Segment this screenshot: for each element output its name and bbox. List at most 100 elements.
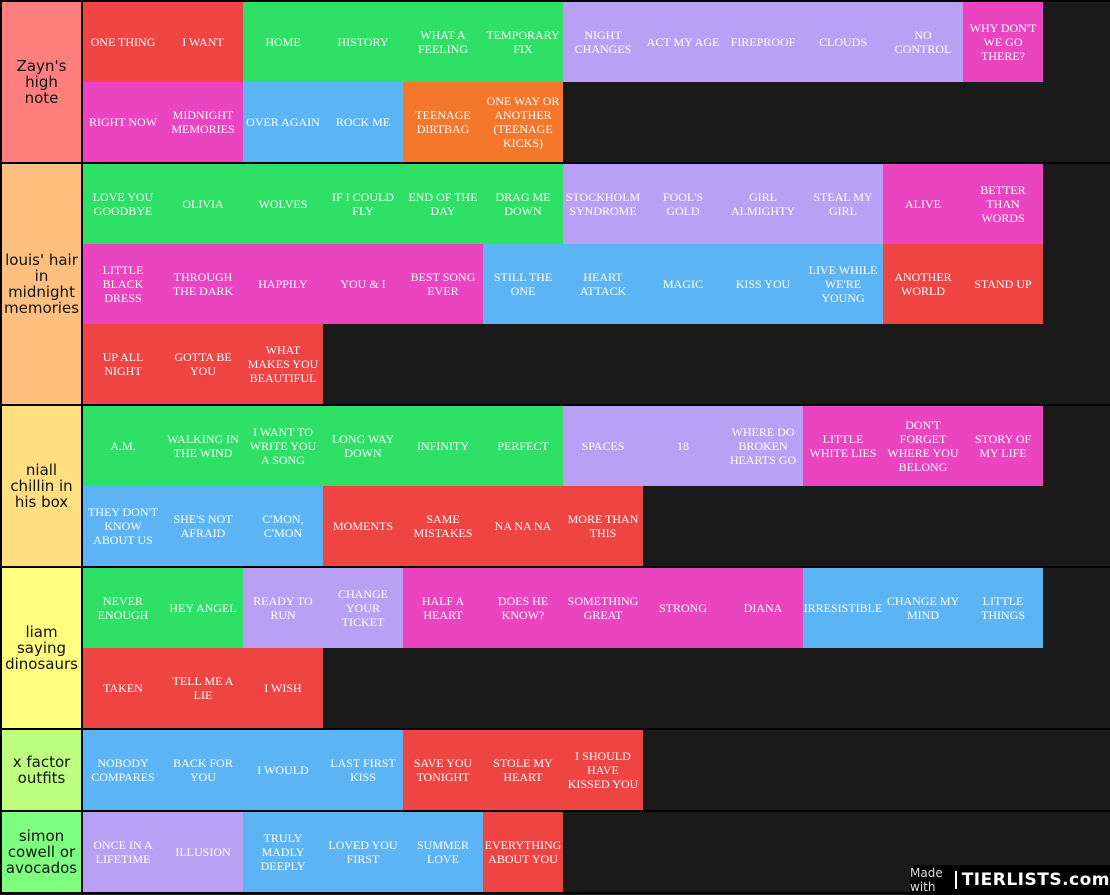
tier-item[interactable]: KISS YOU — [723, 244, 803, 324]
tier-item[interactable]: OLIVIA — [163, 164, 243, 244]
tier-label[interactable]: Zayn's high note — [0, 2, 83, 162]
tier-item[interactable]: WHY DON'T WE GO THERE? — [963, 2, 1043, 82]
tier-item[interactable]: RIGHT NOW — [83, 82, 163, 162]
tier-item[interactable]: I SHOULD HAVE KISSED YOU — [563, 730, 643, 810]
tier-item[interactable]: CHANGE YOUR TICKET — [323, 568, 403, 648]
tier-item[interactable]: SPACES — [563, 406, 643, 486]
tier-item[interactable]: IRRESISTIBLE — [803, 568, 883, 648]
tier-item[interactable]: READY TO RUN — [243, 568, 323, 648]
tier-item[interactable]: HAPPILY — [243, 244, 323, 324]
tier-item[interactable]: ONE WAY OR ANOTHER (TEENAGE KICKS) — [483, 82, 563, 162]
tier-item[interactable]: NOBODY COMPARES — [83, 730, 163, 810]
tier-item[interactable]: LONG WAY DOWN — [323, 406, 403, 486]
tier-item[interactable]: WHERE DO BROKEN HEARTS GO — [723, 406, 803, 486]
tier-item[interactable]: C'MON, C'MON — [243, 486, 323, 566]
tier-item[interactable]: MAGIC — [643, 244, 723, 324]
tier-item[interactable]: CLOUDS — [803, 2, 883, 82]
tier-item[interactable]: ONE THING — [83, 2, 163, 82]
tier-item[interactable]: STEAL MY GIRL — [803, 164, 883, 244]
tier-item[interactable]: CHANGE MY MIND — [883, 568, 963, 648]
tier-item[interactable]: NEVER ENOUGH — [83, 568, 163, 648]
tier-item[interactable]: ILLUSION — [163, 812, 243, 892]
tier-item[interactable]: STOLE MY HEART — [483, 730, 563, 810]
tier-item[interactable]: STILL THE ONE — [483, 244, 563, 324]
tier-item[interactable]: ONCE IN A LIFETIME — [83, 812, 163, 892]
tier-item[interactable]: TEMPORARY FIX — [483, 2, 563, 82]
tier-item[interactable]: LOVED YOU FIRST — [323, 812, 403, 892]
tier-item[interactable]: FIREPROOF — [723, 2, 803, 82]
tier-item[interactable]: LITTLE BLACK DRESS — [83, 244, 163, 324]
tier-item[interactable]: SAVE YOU TONIGHT — [403, 730, 483, 810]
tier-item[interactable]: LITTLE WHITE LIES — [803, 406, 883, 486]
tier-item[interactable]: HEART ATTACK — [563, 244, 643, 324]
tier-item[interactable]: BETTER THAN WORDS — [963, 164, 1043, 244]
tier-item[interactable]: NO CONTROL — [883, 2, 963, 82]
tier-item[interactable]: SUMMER LOVE — [403, 812, 483, 892]
tier-item[interactable]: FOOL'S GOLD — [643, 164, 723, 244]
tier-item[interactable]: MIDNIGHT MEMORIES — [163, 82, 243, 162]
tier-item[interactable]: WHAT A FEELING — [403, 2, 483, 82]
tier-item[interactable]: DRAG ME DOWN — [483, 164, 563, 244]
tier-label[interactable]: niall chillin in his box — [0, 406, 83, 566]
tier-item[interactable]: 18 — [643, 406, 723, 486]
tier-item[interactable]: LOVE YOU GOODBYE — [83, 164, 163, 244]
tier-item[interactable]: WALKING IN THE WIND — [163, 406, 243, 486]
tier-item[interactable]: GIRL ALMIGHTY — [723, 164, 803, 244]
tier-label[interactable]: louis' hair in midnight memories — [0, 164, 83, 404]
tier-item[interactable]: HOME — [243, 2, 323, 82]
tier-item[interactable]: SOMETHING GREAT — [563, 568, 643, 648]
tier-item[interactable]: WOLVES — [243, 164, 323, 244]
tier-item[interactable]: I WISH — [243, 648, 323, 728]
tier-item[interactable]: DIANA — [723, 568, 803, 648]
tier-item[interactable]: YOU & I — [323, 244, 403, 324]
tier-item[interactable]: THROUGH THE DARK — [163, 244, 243, 324]
tier-item[interactable]: OVER AGAIN — [243, 82, 323, 162]
tier-item[interactable]: NIGHT CHANGES — [563, 2, 643, 82]
tier-item[interactable]: BACK FOR YOU — [163, 730, 243, 810]
tier-item[interactable]: I WANT — [163, 2, 243, 82]
tier-item[interactable]: INFINITY — [403, 406, 483, 486]
tier-item[interactable]: END OF THE DAY — [403, 164, 483, 244]
tier-item[interactable]: LIVE WHILE WE'RE YOUNG — [803, 244, 883, 324]
made-with-watermark[interactable]: Made with TIERLISTS.com — [910, 865, 1110, 895]
tier-item[interactable]: NA NA NA — [483, 486, 563, 566]
tier-item[interactable]: SHE'S NOT AFRAID — [163, 486, 243, 566]
tier-row-padding — [1043, 730, 1110, 810]
tier-label[interactable]: simon cowell or avocados — [0, 812, 83, 892]
tier-item[interactable]: THEY DON'T KNOW ABOUT US — [83, 486, 163, 566]
tier-item[interactable]: TAKEN — [83, 648, 163, 728]
tier-item[interactable]: TEENAGE DIRTBAG — [403, 82, 483, 162]
tier-item[interactable]: MOMENTS — [323, 486, 403, 566]
tier-item[interactable]: TELL ME A LIE — [163, 648, 243, 728]
tier-item[interactable]: LITTLE THINGS — [963, 568, 1043, 648]
tier-item[interactable]: STAND UP — [963, 244, 1043, 324]
tier-item[interactable]: I WOULD — [243, 730, 323, 810]
tier-item[interactable]: DOES HE KNOW? — [483, 568, 563, 648]
tier-item[interactable]: TRULY MADLY DEEPLY — [243, 812, 323, 892]
tier-item[interactable]: A.M. — [83, 406, 163, 486]
tier-item[interactable]: STRONG — [643, 568, 723, 648]
tier-item[interactable]: BEST SONG EVER — [403, 244, 483, 324]
tier-item[interactable]: DON'T FORGET WHERE YOU BELONG — [883, 406, 963, 486]
tier-item[interactable]: HALF A HEART — [403, 568, 483, 648]
tier-label[interactable]: x factor outfits — [0, 730, 83, 810]
tier-item[interactable]: SAME MISTAKES — [403, 486, 483, 566]
tier-item[interactable]: EVERYTHING ABOUT YOU — [483, 812, 563, 892]
tier-item[interactable]: STORY OF MY LIFE — [963, 406, 1043, 486]
tier-item[interactable]: PERFECT — [483, 406, 563, 486]
tier-item[interactable]: LAST FIRST KISS — [323, 730, 403, 810]
tier-item[interactable]: GOTTA BE YOU — [163, 324, 243, 404]
tier-item[interactable]: MORE THAN THIS — [563, 486, 643, 566]
tier-item[interactable]: ALIVE — [883, 164, 963, 244]
tier-item[interactable]: I WANT TO WRITE YOU A SONG — [243, 406, 323, 486]
tier-item[interactable]: UP ALL NIGHT — [83, 324, 163, 404]
tier-item[interactable]: ACT MY AGE — [643, 2, 723, 82]
tier-item[interactable]: HEY ANGEL — [163, 568, 243, 648]
tier-item[interactable]: ROCK ME — [323, 82, 403, 162]
tier-item[interactable]: HISTORY — [323, 2, 403, 82]
tier-item[interactable]: IF I COULD FLY — [323, 164, 403, 244]
tier-item[interactable]: ANOTHER WORLD — [883, 244, 963, 324]
tier-item[interactable]: STOCKHOLM SYNDROME — [563, 164, 643, 244]
tier-item[interactable]: WHAT MAKES YOU BEAUTIFUL — [243, 324, 323, 404]
tier-label[interactable]: liam saying dinosaurs — [0, 568, 83, 728]
